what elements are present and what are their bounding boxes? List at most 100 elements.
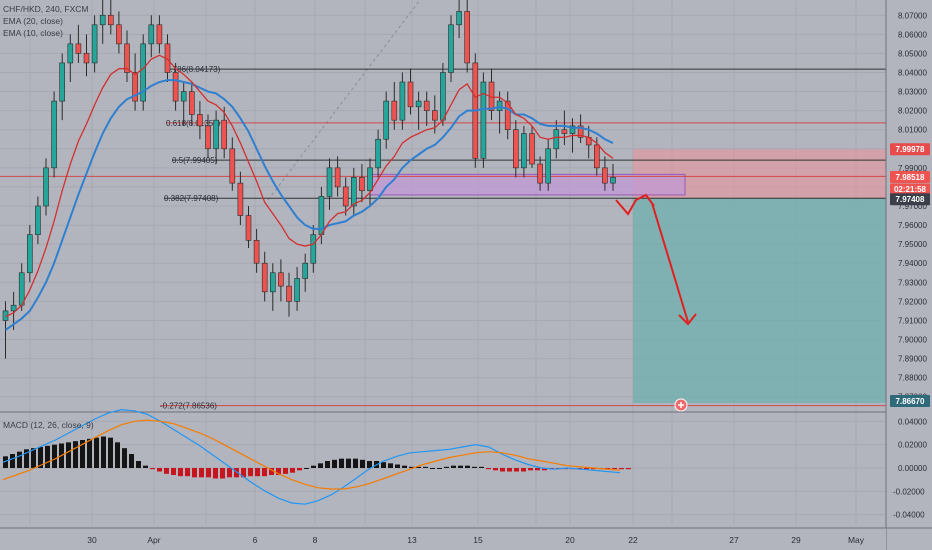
macd-histogram-bar <box>38 447 43 468</box>
candle-body <box>553 129 560 150</box>
candle-body <box>302 262 309 279</box>
candle-body <box>399 81 406 121</box>
candle-body <box>91 24 98 64</box>
macd-histogram-bar <box>619 468 624 470</box>
candle-body <box>383 100 390 140</box>
candle-body <box>504 100 511 131</box>
candle-body <box>51 100 57 169</box>
candle-body <box>423 100 430 111</box>
macd-histogram-bar <box>416 466 421 468</box>
y-tick-label: 8.04000 <box>898 68 927 77</box>
y-tick-label: 7.92000 <box>898 297 927 306</box>
macd-y-tick-label: -0.04000 <box>893 511 925 520</box>
macd-histogram-bar <box>45 445 50 468</box>
candle-body <box>415 100 422 108</box>
candle-body <box>537 163 543 184</box>
macd-histogram-bar <box>262 468 267 477</box>
candle-body <box>221 119 227 150</box>
x-tick-label: 20 <box>565 535 575 545</box>
target-arrow <box>651 202 689 323</box>
macd-histogram-bar <box>164 468 169 474</box>
candle-body <box>189 91 195 115</box>
macd-histogram-bar <box>185 468 190 477</box>
candle-body <box>205 125 211 150</box>
macd-histogram-bar <box>500 468 505 472</box>
x-tick-label: 15 <box>473 535 483 545</box>
macd-histogram-bar <box>367 461 372 468</box>
macd-histogram-bar <box>409 466 414 468</box>
candle-body <box>180 91 187 102</box>
candle-body <box>512 129 519 169</box>
macd-y-tick-label: 0.00000 <box>898 464 927 473</box>
y-tick-label: 7.93000 <box>898 278 927 287</box>
macd-histogram-bar <box>430 468 435 469</box>
macd-histogram-bar <box>234 468 239 478</box>
price-axis-bg[interactable] <box>886 0 932 550</box>
macd-histogram-bar <box>206 468 211 478</box>
macd-histogram-bar <box>521 468 526 472</box>
x-tick-label: 29 <box>791 535 801 545</box>
annotations <box>615 193 697 412</box>
macd-histogram-bar <box>444 466 449 468</box>
macd-histogram-bar <box>591 468 596 470</box>
candle-body <box>593 144 600 169</box>
x-tick-label: 6 <box>253 535 258 545</box>
candle-body <box>213 119 219 150</box>
x-tick-label: May <box>848 535 865 545</box>
macd-histogram-bar <box>108 437 113 468</box>
price-badges: 7.99978 7.98518 02:21:587.97408 7.86670 <box>890 143 930 408</box>
current-price-badge <box>890 171 930 184</box>
y-tick-label: 8.01000 <box>898 126 927 135</box>
macd-histogram-bar <box>493 468 498 471</box>
macd-histogram-bar <box>528 468 533 471</box>
candle-body <box>350 177 357 207</box>
candle-body <box>253 240 260 264</box>
time-axis-bg[interactable] <box>0 528 886 550</box>
countdown-badge <box>890 183 930 195</box>
candle-body <box>75 43 82 54</box>
candle-body <box>602 167 608 184</box>
macd-histogram-bar <box>465 465 470 468</box>
macd-histogram-bar <box>52 444 57 468</box>
fib-level-label: -0.272(7.86536) <box>160 402 217 411</box>
macd-histogram-bar <box>87 438 92 468</box>
macd-histogram-bar <box>80 440 85 468</box>
macd-histogram-bar <box>269 468 274 475</box>
macd-histogram-bar <box>283 468 288 474</box>
candle-body <box>561 129 568 134</box>
x-tick-label: 13 <box>407 535 417 545</box>
macd-pane <box>0 409 886 505</box>
candle-body <box>116 24 122 45</box>
macd-histogram-bar <box>66 442 71 468</box>
candle-body <box>132 72 138 102</box>
candle-body <box>197 114 203 127</box>
candle-body <box>269 272 276 293</box>
current-price-badge-text: 7.98518 <box>896 173 925 182</box>
macd-histogram-bar <box>255 468 260 477</box>
candle-body <box>35 205 41 235</box>
macd-histogram-bar <box>276 468 281 475</box>
trade-zones <box>369 149 886 404</box>
signal-line <box>2 419 621 490</box>
y-tick-label: 8.07000 <box>898 11 927 20</box>
macd-histogram-bar <box>346 458 351 468</box>
macd-histogram-bar <box>157 468 162 472</box>
take-profit-zone <box>633 198 886 404</box>
macd-histogram-bar <box>129 454 134 468</box>
ema20-label: EMA (20, close) <box>3 16 63 26</box>
macd-histogram-bar <box>339 458 344 468</box>
fibonacci-levels: 0.786(8.04173) 0.618(8.01355) 0.5(7.99405)… <box>0 65 886 411</box>
entry-price-badge <box>890 193 930 206</box>
ema20-line <box>4 79 614 331</box>
candle-body <box>440 72 446 121</box>
macd-histogram-bar <box>388 463 393 468</box>
macd-histogram-bar <box>115 442 120 468</box>
candle-body <box>140 43 146 102</box>
candle-body <box>278 272 284 287</box>
candle-body <box>569 125 576 134</box>
macd-histogram-bar <box>199 468 204 478</box>
y-tick-label: 7.99000 <box>898 164 927 173</box>
macd-histogram-bar <box>332 459 337 468</box>
candle-body <box>83 53 90 64</box>
